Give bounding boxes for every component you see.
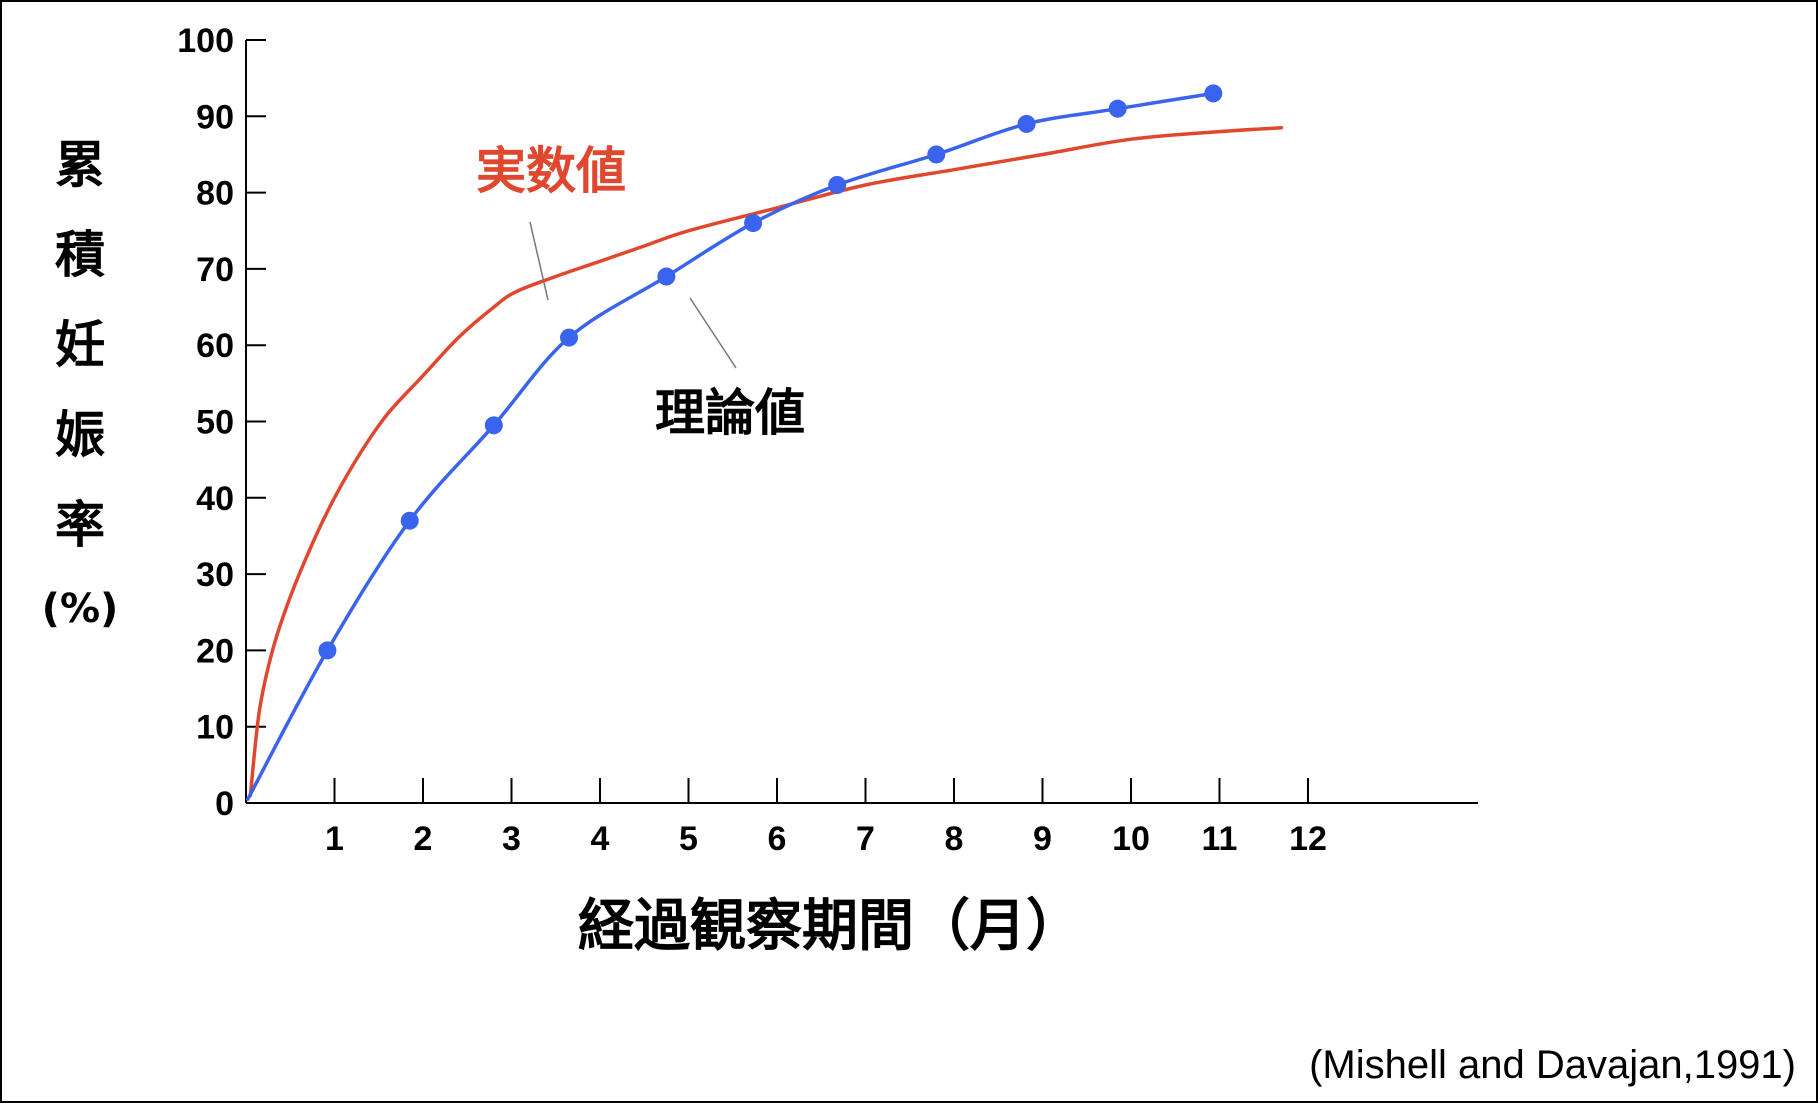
- data-point: [1017, 114, 1036, 133]
- x-tick-label: 7: [856, 820, 875, 858]
- annotation-label-actual: 実数値: [476, 142, 626, 200]
- data-point: [318, 641, 337, 660]
- x-tick-label: 6: [768, 820, 787, 858]
- data-point: [1108, 99, 1127, 118]
- y-tick-label: 70: [196, 251, 234, 289]
- x-axis-title: 経過観察期間（月）: [578, 894, 1082, 959]
- x-tick-label: 10: [1112, 820, 1150, 858]
- x-tick-label: 11: [1202, 820, 1238, 858]
- y-axis-title-char: 累: [55, 136, 105, 194]
- data-point: [560, 328, 579, 347]
- y-tick-label: 90: [196, 98, 234, 136]
- data-point: [744, 214, 763, 233]
- x-tick-label: 12: [1289, 820, 1327, 858]
- series-line-actual: [248, 125, 1284, 798]
- y-axis-unit: (%): [42, 586, 119, 632]
- data-point: [484, 416, 503, 435]
- x-tick-label: 1: [325, 820, 344, 858]
- x-tick-label: 8: [945, 820, 964, 858]
- data-point: [927, 145, 946, 164]
- series-layer: [246, 84, 1284, 801]
- y-tick-label: 100: [177, 22, 234, 60]
- x-tick-label: 9: [1033, 820, 1052, 858]
- y-tick-label: 40: [196, 480, 234, 518]
- x-tick-label: 4: [591, 820, 610, 858]
- x-tick-label: 5: [679, 820, 698, 858]
- y-tick-label: 50: [196, 404, 234, 442]
- x-tick-label: 3: [502, 820, 521, 858]
- y-tick-label: 60: [196, 327, 234, 365]
- annotation-leader-actual: [529, 221, 549, 301]
- y-axis-title-char: 妊: [55, 316, 105, 374]
- y-tick-label: 10: [196, 709, 234, 747]
- annotation-leader-theoretical: [689, 297, 737, 369]
- y-axis-title-char: 積: [55, 226, 105, 284]
- source-citation: (Mishell and Davajan,1991): [1309, 1043, 1796, 1087]
- data-point: [657, 267, 676, 286]
- y-ticks: 0 10 20 30 40 50 60 70 80 90 100: [177, 22, 266, 823]
- y-tick-label: 30: [196, 556, 234, 594]
- data-point: [400, 511, 419, 530]
- data-point: [828, 175, 847, 194]
- x-tick-label: 2: [414, 820, 433, 858]
- y-tick-label: 20: [196, 632, 234, 670]
- y-axis-title-char: 娠: [55, 406, 105, 464]
- annotation-layer: 実数値 理論値: [476, 142, 805, 442]
- y-axis-title: 累 積 妊 娠 率 (%): [42, 136, 119, 632]
- x-ticks: 1 2 3 4 5 6 7 8 9 10 11 12: [325, 778, 1327, 858]
- y-axis-title-char: 率: [55, 496, 105, 554]
- axes: [245, 40, 1478, 804]
- series-line-theoretical: [246, 91, 1216, 801]
- y-tick-label: 80: [196, 175, 234, 213]
- data-point: [1204, 84, 1223, 103]
- y-tick-label: 0: [215, 785, 234, 823]
- annotation-label-theoretical: 理論値: [655, 384, 805, 442]
